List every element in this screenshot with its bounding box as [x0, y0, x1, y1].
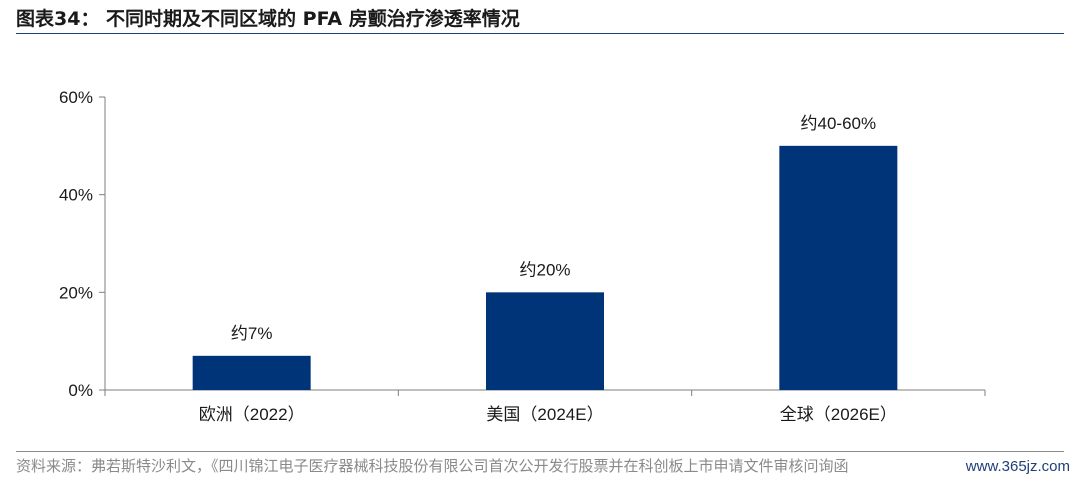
y-tick-label: 20%: [59, 283, 93, 302]
source-note: 资料来源：弗若斯特沙利文，《四川锦江电子医疗器械科技股份有限公司首次公开发行股票…: [16, 457, 849, 475]
y-tick-label: 0%: [68, 381, 93, 400]
chart-title: 图表34： 不同时期及不同区域的 PFA 房颤治疗渗透率情况: [16, 8, 520, 30]
y-tick-label: 60%: [59, 88, 93, 107]
y-tick-label: 40%: [59, 186, 93, 205]
x-tick-label: 美国（2024E）: [486, 405, 603, 424]
bar: [192, 355, 311, 390]
data-label: 约40-60%: [801, 114, 877, 133]
watermark: www.365jz.com: [963, 458, 1072, 475]
x-tick-label: 全球（2026E）: [780, 405, 897, 424]
bar: [486, 292, 604, 390]
data-label: 约20%: [519, 260, 570, 279]
footer-divider: [16, 451, 1064, 452]
title-divider: [16, 33, 1064, 34]
bar: [779, 145, 898, 390]
data-label: 约7%: [231, 324, 273, 343]
x-tick-label: 欧洲（2022）: [199, 405, 305, 424]
bar-chart: 0% 20% 40% 60% 约7% 欧洲（2022） 约20% 美国（2024E） 约40-6…: [59, 88, 986, 424]
